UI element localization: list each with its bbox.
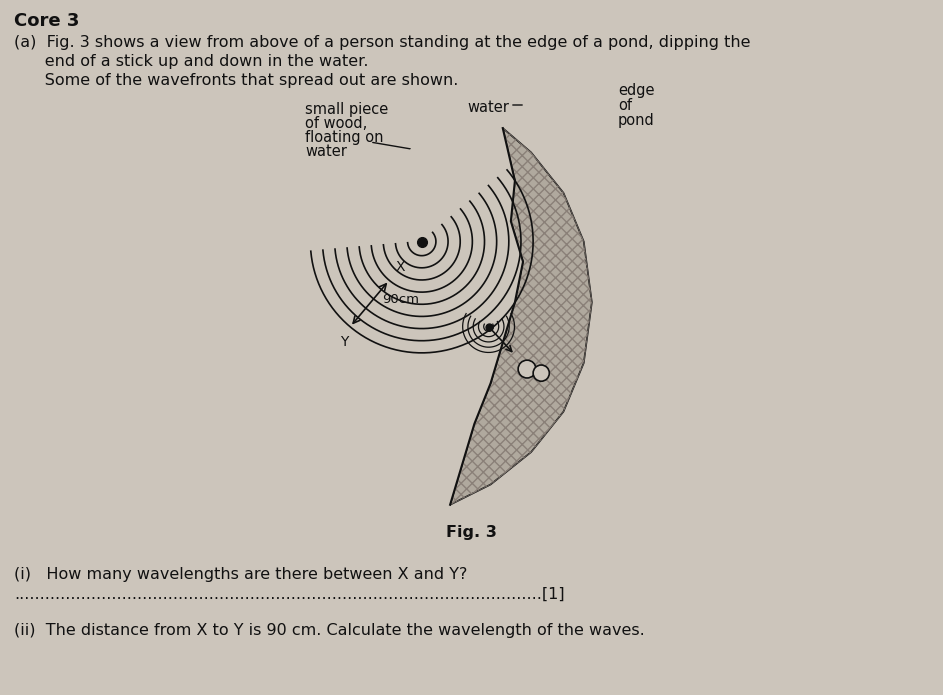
Text: Core 3: Core 3 [14, 12, 79, 30]
Circle shape [518, 360, 536, 378]
Text: pond: pond [618, 113, 654, 128]
Text: small piece: small piece [305, 102, 389, 117]
Text: floating on: floating on [305, 130, 384, 145]
Text: Some of the wavefronts that spread out are shown.: Some of the wavefronts that spread out a… [14, 73, 458, 88]
Polygon shape [292, 128, 523, 513]
Polygon shape [450, 128, 592, 505]
Text: end of a stick up and down in the water.: end of a stick up and down in the water. [14, 54, 369, 69]
Text: water: water [305, 144, 347, 159]
Text: Y: Y [339, 335, 348, 349]
Text: (a)  Fig. 3 shows a view from above of a person standing at the edge of a pond, : (a) Fig. 3 shows a view from above of a … [14, 35, 751, 50]
Text: edge: edge [618, 83, 654, 98]
Text: Fig. 3: Fig. 3 [445, 525, 496, 540]
Text: (ii)  The distance from X to Y is 90 cm. Calculate the wavelength of the waves.: (ii) The distance from X to Y is 90 cm. … [14, 623, 645, 638]
Circle shape [533, 365, 550, 382]
Text: water: water [467, 99, 509, 115]
Text: 90cm: 90cm [382, 293, 419, 306]
Text: X: X [395, 260, 405, 275]
Text: ................................................................................: ........................................… [14, 587, 565, 602]
Text: of: of [618, 98, 632, 113]
Text: (i)   How many wavelengths are there between X and Y?: (i) How many wavelengths are there betwe… [14, 567, 472, 582]
Text: of wood,: of wood, [305, 116, 367, 131]
